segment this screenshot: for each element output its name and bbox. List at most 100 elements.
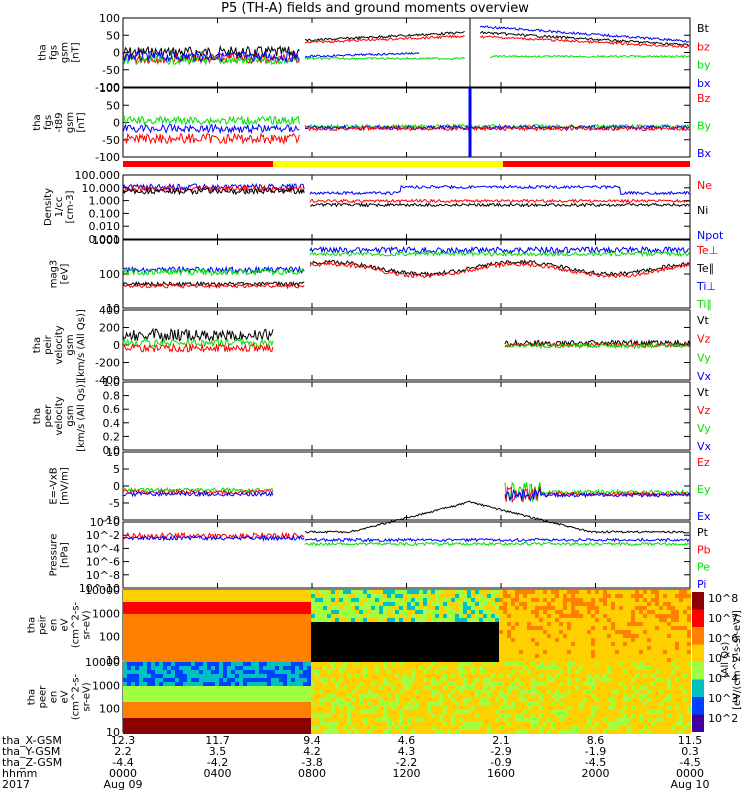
spectrogram-cell [507, 706, 511, 710]
spectrogram-cell [147, 674, 151, 678]
spectrogram-cell [383, 654, 387, 658]
spectrogram-cell [275, 714, 279, 718]
spectrogram-cell [483, 650, 487, 654]
spectrogram-cell [323, 726, 327, 730]
spectrogram-cell [519, 682, 523, 686]
spectrogram-cell [675, 618, 679, 622]
spectrogram-cell [407, 650, 411, 654]
spectrogram-cell [507, 674, 511, 678]
spectrogram-cell [495, 666, 499, 670]
spectrogram-cell [151, 718, 155, 722]
spectrogram-cell [367, 710, 371, 714]
spectrogram-cell [299, 610, 303, 614]
legend-By: By [697, 120, 712, 133]
spectrogram-cell [275, 598, 279, 602]
spectrogram-cell [355, 722, 359, 726]
spectrogram-cell [347, 690, 351, 694]
legend-Ti⊥: Ti⊥ [696, 280, 716, 293]
spectrogram-cell [523, 678, 527, 682]
spectrogram-cell [491, 658, 495, 662]
spectrogram-cell [487, 614, 491, 618]
spectrogram-cell [299, 606, 303, 610]
spectrogram-cell [299, 654, 303, 658]
spectrogram-cell [399, 666, 403, 670]
spectrogram-cell [175, 722, 179, 726]
spectrogram-cell [135, 726, 139, 730]
spectrogram-cell [143, 718, 147, 722]
spectrogram-cell [275, 610, 279, 614]
spectrogram-cell [439, 682, 443, 686]
spectrogram-cell [475, 618, 479, 622]
spectrogram-cell [427, 662, 431, 666]
y-tick-label: -200 [95, 357, 120, 370]
spectrogram-cell [507, 618, 511, 622]
spectrogram-cell [463, 594, 467, 598]
spectrogram-cell [243, 642, 247, 646]
spectrogram-cell [367, 670, 371, 674]
spectrogram-cell [455, 622, 459, 626]
spectrogram-cell [363, 642, 367, 646]
spectrogram-cell [367, 638, 371, 642]
spectrogram-cell [447, 662, 451, 666]
spectrogram-cell [143, 630, 147, 634]
spectrogram-cell [411, 650, 415, 654]
spectrogram-cell [135, 598, 139, 602]
spectrogram-cell [423, 654, 427, 658]
spectrogram-cell [227, 658, 231, 662]
spectrogram-cell [163, 722, 167, 726]
spectrogram-cell [631, 594, 635, 598]
spectrogram-cell [431, 706, 435, 710]
spectrogram-cell [295, 690, 299, 694]
spectrogram-cell [243, 722, 247, 726]
spectrogram-cell [295, 590, 299, 594]
spectrogram-cell [535, 714, 539, 718]
spectrogram-cell [483, 706, 487, 710]
spectrogram-cell [459, 714, 463, 718]
spectrogram-cell [143, 730, 147, 734]
spectrogram-cell [559, 666, 563, 670]
spectrogram-cell [367, 646, 371, 650]
spectrogram-cell [571, 674, 575, 678]
spectrogram-cell [203, 630, 207, 634]
spectrogram-cell [159, 650, 163, 654]
spectrogram-cell [151, 694, 155, 698]
spectrogram-cell [367, 634, 371, 638]
spectrogram-cell [455, 714, 459, 718]
spectrogram-cell [427, 686, 431, 690]
spectrogram-cell [263, 630, 267, 634]
spectrogram-cell [563, 666, 567, 670]
spectrogram-cell [479, 690, 483, 694]
spectrogram-cell [163, 686, 167, 690]
spectrogram-cell [435, 594, 439, 598]
spectrogram-cell [183, 614, 187, 618]
spectrogram-cell [251, 670, 255, 674]
spectrogram-cell [335, 606, 339, 610]
spectrogram-cell [367, 690, 371, 694]
spectrogram-cell [331, 626, 335, 630]
spectrogram-cell [367, 718, 371, 722]
spectrogram-cell [535, 650, 539, 654]
spectrogram-cell [671, 598, 675, 602]
spectrogram-cell [143, 682, 147, 686]
spectrogram-cell [403, 594, 407, 598]
spectrogram-cell [247, 718, 251, 722]
spectrogram-cell [271, 686, 275, 690]
spectrogram-cell [419, 722, 423, 726]
spectrogram-cell [155, 678, 159, 682]
spectrogram-cell [471, 650, 475, 654]
spectrogram-cell [591, 606, 595, 610]
spectrogram-cell [319, 710, 323, 714]
spectrogram-cell [303, 690, 307, 694]
spectrogram-cell [143, 598, 147, 602]
spectrogram-cell [183, 662, 187, 666]
spectrogram-cell [507, 714, 511, 718]
spectrogram-cell [183, 650, 187, 654]
spectrogram-cell [511, 658, 515, 662]
spectrogram-cell [479, 626, 483, 630]
spectrogram-cell [643, 642, 647, 646]
spectrogram-cell [635, 606, 639, 610]
spectrogram-cell [307, 630, 311, 634]
spectrogram-cell [331, 646, 335, 650]
spectrogram-cell [271, 630, 275, 634]
spectrogram-cell [147, 730, 151, 734]
